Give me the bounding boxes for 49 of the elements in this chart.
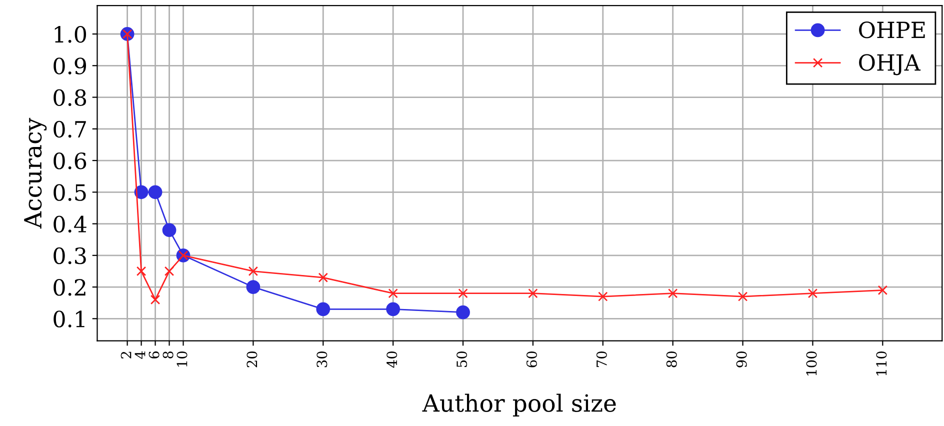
point	[386, 302, 400, 316]
x-tick-label: 90	[736, 351, 747, 368]
x-tick-label: 2	[120, 352, 132, 358]
point	[528, 288, 538, 298]
x-tick-label: 80	[666, 351, 677, 368]
point	[878, 285, 888, 296]
legend-label: OHPE	[859, 21, 925, 38]
y-tick-label: 0.8	[54, 89, 86, 106]
x-tick-label: 30	[316, 351, 328, 368]
x-tick-label: 4	[134, 351, 146, 359]
y-tick-label: 0.5	[54, 184, 86, 201]
x-tick-label: 8	[162, 351, 174, 358]
y-tick-label: 0.3	[54, 247, 86, 264]
y-axis-title: Accuracy	[24, 118, 47, 229]
point	[458, 288, 468, 298]
x-tick-label: 10	[176, 351, 188, 366]
point	[388, 288, 398, 298]
point	[150, 294, 160, 305]
y-tick-label: 0.2	[54, 278, 86, 296]
x-tick-label: 60	[526, 351, 537, 368]
point	[598, 292, 608, 302]
x-axis-title: Author pool size	[422, 394, 616, 417]
y-tick-label: 0.9	[54, 58, 86, 74]
point	[456, 305, 470, 320]
point	[808, 288, 818, 298]
point	[318, 272, 328, 282]
point	[136, 266, 146, 276]
point	[246, 280, 260, 294]
point	[316, 302, 330, 316]
y-tick-label: 1.0	[54, 26, 86, 43]
point	[248, 266, 258, 276]
point	[738, 292, 748, 302]
point	[164, 266, 174, 276]
legend-label: OHJA	[859, 54, 921, 76]
point	[148, 185, 162, 200]
x-tick-label: 100	[806, 351, 817, 376]
x-tick-label: 110	[876, 351, 887, 376]
y-tick-label: 0.7	[54, 120, 86, 138]
x-tick-label: 20	[246, 351, 258, 368]
point	[668, 288, 678, 298]
y-tick-label: 0.4	[54, 216, 86, 233]
x-tick-label: 50	[456, 351, 468, 368]
y-tick-label: 0.1	[54, 310, 84, 328]
y-tick-label: 0.6	[54, 152, 86, 170]
x-tick-label: 70	[596, 351, 607, 368]
x-tick-label: 6	[148, 351, 160, 358]
point	[162, 223, 176, 238]
x-tick-label: 40	[386, 351, 398, 368]
point	[134, 185, 148, 200]
